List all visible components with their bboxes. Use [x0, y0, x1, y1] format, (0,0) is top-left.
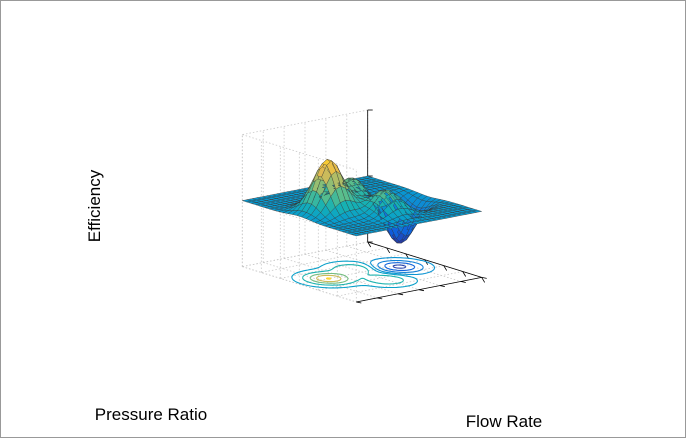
floor-grid-line	[318, 265, 444, 291]
x-tick	[462, 271, 467, 277]
y-tick	[377, 297, 383, 300]
floor-grid-line	[283, 258, 399, 295]
contour-line	[369, 257, 436, 276]
y-axis-label: Pressure Ratio	[95, 405, 207, 424]
y-tick	[418, 289, 425, 292]
contour-line	[291, 260, 419, 289]
x-axis-label: Flow Rate	[466, 412, 543, 431]
y-tick	[439, 285, 445, 287]
wall-grid-line	[242, 109, 368, 135]
z-axis-label: Efficiency	[85, 169, 104, 242]
x-tick	[367, 241, 372, 248]
contour-line	[302, 264, 404, 286]
contour-line	[309, 272, 349, 284]
wall-grid-line	[242, 134, 357, 171]
y-tick	[460, 281, 466, 283]
floor-grid-line	[261, 247, 387, 273]
wall-grid-line	[242, 266, 357, 303]
surface-patch	[471, 209, 482, 213]
contour-line	[325, 277, 332, 280]
contour-line	[392, 264, 407, 269]
x-tick	[443, 265, 448, 271]
y-tick	[398, 293, 404, 296]
surface-mesh	[242, 159, 482, 244]
contour-floor	[291, 257, 436, 289]
contour-line	[377, 259, 424, 273]
wall-grid-line	[242, 241, 368, 267]
y-tick	[481, 277, 487, 279]
contour-line	[315, 274, 342, 283]
x-tick	[481, 277, 486, 283]
contour-line	[384, 262, 416, 271]
y-tick	[356, 301, 362, 304]
x-tick	[386, 247, 391, 254]
